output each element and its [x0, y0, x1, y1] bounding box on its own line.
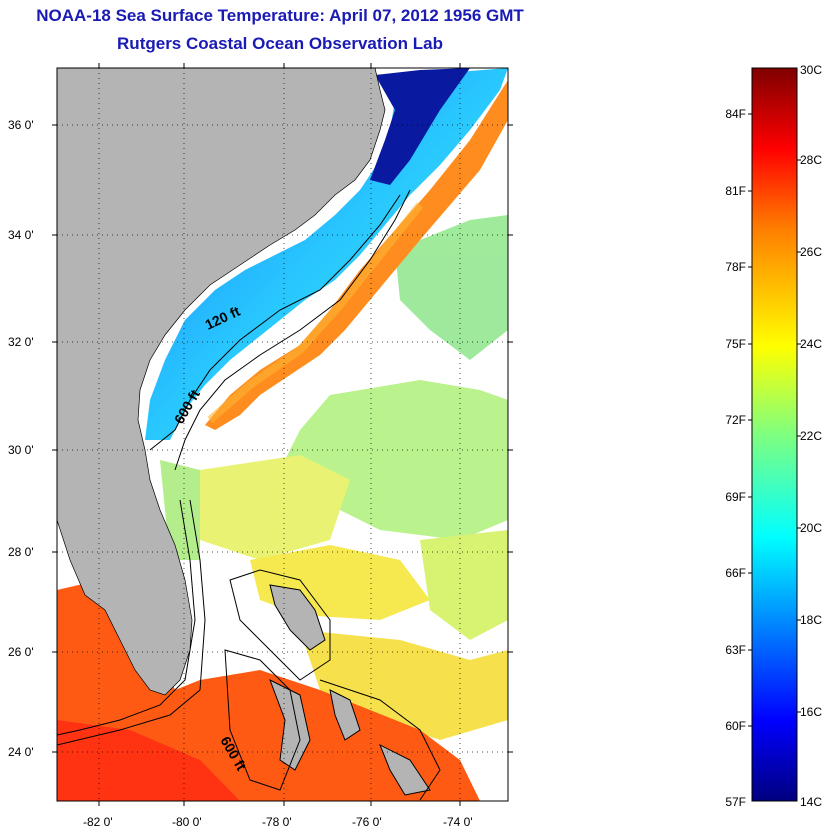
lon-label: -80 0' — [172, 815, 202, 829]
lat-label: 32 0' — [8, 335, 34, 349]
celsius-label: 26C — [800, 245, 822, 259]
celsius-label: 18C — [800, 613, 822, 627]
lon-label: -78 0' — [262, 815, 292, 829]
lon-label: -76 0' — [352, 815, 382, 829]
celsius-label: 20C — [800, 521, 822, 535]
fahrenheit-label: 81F — [725, 184, 746, 198]
coastal-cool-water — [145, 68, 508, 440]
latitude-labels: 36 0' 34 0' 32 0' 30 0' 28 0' 26 0' 24 0… — [8, 118, 34, 759]
map-frame — [56, 67, 509, 802]
lon-label: -82 0' — [83, 815, 113, 829]
map-subtitle: Rutgers Coastal Ocean Observation Lab — [117, 34, 443, 53]
lat-label: 36 0' — [8, 118, 34, 132]
bathymetry-contours — [57, 189, 441, 801]
celsius-label: 30C — [800, 63, 822, 77]
fahrenheit-label: 63F — [725, 643, 746, 657]
fahrenheit-label: 69F — [725, 490, 746, 504]
us-landmass — [57, 68, 386, 696]
lat-label: 30 0' — [8, 443, 34, 457]
fahrenheit-label: 60F — [725, 719, 746, 733]
lon-label: -74 0' — [443, 815, 473, 829]
celsius-label: 28C — [800, 153, 822, 167]
lat-label: 28 0' — [8, 545, 34, 559]
celsius-label: 24C — [800, 337, 822, 351]
celsius-label: 16C — [800, 705, 822, 719]
fahrenheit-label: 78F — [725, 260, 746, 274]
graticule — [57, 68, 508, 801]
colorbar-gradient — [751, 67, 798, 802]
celsius-label: 22C — [800, 429, 822, 443]
map-plot-area: 120 ft 600 ft 600 ft — [57, 68, 508, 801]
fahrenheit-label: 57F — [725, 795, 746, 809]
colorbar: 30C 28C 26C 24C 22C 20C 18C 16C 14C 84F … — [725, 63, 822, 809]
fahrenheit-label: 72F — [725, 413, 746, 427]
fahrenheit-label: 84F — [725, 107, 746, 121]
lat-label: 24 0' — [8, 745, 34, 759]
lat-label: 26 0' — [8, 645, 34, 659]
bahamas — [149, 584, 431, 796]
map-title: NOAA-18 Sea Surface Temperature: April 0… — [36, 6, 524, 25]
axis-ticks — [52, 63, 513, 806]
celsius-label: 14C — [800, 795, 822, 809]
fahrenheit-label: 66F — [725, 566, 746, 580]
fahrenheit-label: 75F — [725, 337, 746, 351]
lat-label: 34 0' — [8, 228, 34, 242]
longitude-labels: -82 0' -80 0' -78 0' -76 0' -74 0' — [83, 815, 473, 829]
